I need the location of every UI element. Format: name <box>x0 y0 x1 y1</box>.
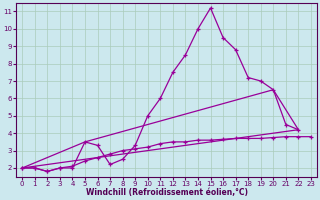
X-axis label: Windchill (Refroidissement éolien,°C): Windchill (Refroidissement éolien,°C) <box>85 188 248 197</box>
